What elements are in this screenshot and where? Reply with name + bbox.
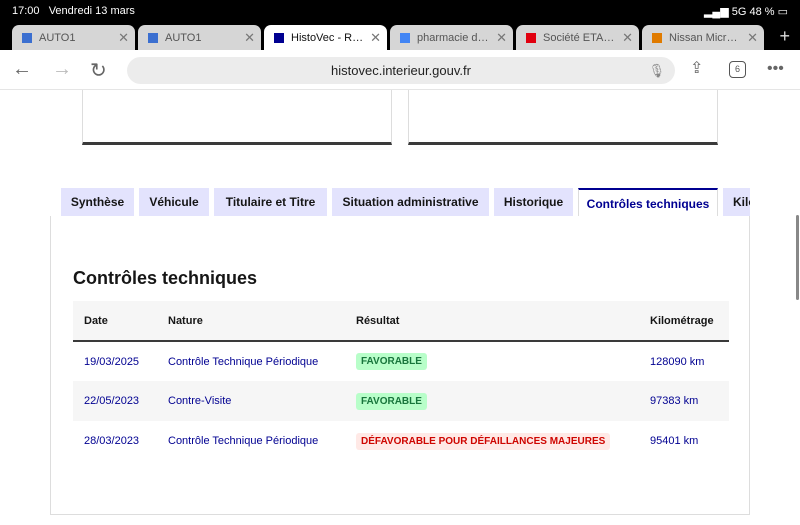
scrollbar[interactable] [796, 215, 799, 300]
col-resultat: Résultat [345, 301, 639, 342]
browser-tab-bar: AUTO1✕AUTO1✕HistoVec - Rapport✕pharmacie… [0, 22, 800, 50]
favicon-icon [274, 32, 284, 43]
browser-tab-title: Société ETABLISSEMENTS [543, 31, 618, 44]
browser-tab-title: pharmacie de toulouse [417, 31, 492, 44]
favicon-icon [526, 32, 536, 43]
status-bar: 17:00 Vendredi 13 mars ▂▄▆ 5G 48 % ▭ [0, 0, 800, 22]
row-nature: Contrôle Technique Périodique [168, 355, 319, 368]
browser-tab-title: AUTO1 [39, 31, 76, 44]
section-title: Contrôles techniques [73, 268, 258, 288]
browser-tab[interactable]: AUTO1 ✕ [12, 25, 135, 50]
browser-tab[interactable]: Société ETABLISSEMENTS ✕ [516, 25, 639, 50]
new-tab-button[interactable]: + [779, 26, 790, 46]
favicon-icon [400, 32, 410, 43]
more-icon[interactable]: ••• [767, 60, 784, 77]
row-nature: Contrôle Technique Périodique [168, 435, 319, 447]
page-tab[interactable]: Titulaire et Titre [214, 188, 327, 216]
row-date: 19/03/2025 [84, 355, 140, 368]
favicon-icon [652, 32, 662, 43]
status-indicators: ▂▄▆ 5G 48 % ▭ [703, 6, 788, 18]
browser-toolbar: ← → ↻ histovec.interieur.gouv.fr 🎙 ⇪ 6 ••… [0, 50, 800, 90]
browser-tab-title: Nissan Micra 1.0 [669, 31, 744, 44]
row-date: 28/03/2023 [84, 435, 140, 447]
info-card [82, 90, 392, 145]
table-row: 28/03/2023 Contrôle Technique Périodique… [73, 421, 729, 461]
close-tab-icon[interactable]: ✕ [118, 29, 129, 45]
page-tab[interactable]: Situation administrative [332, 188, 489, 216]
close-tab-icon[interactable]: ✕ [747, 29, 758, 45]
col-nature: Nature [157, 301, 345, 342]
forward-icon[interactable]: → [52, 58, 72, 80]
controles-panel: Contrôles techniques Date Nature Résulta… [50, 216, 750, 515]
microphone-icon[interactable]: 🎙 [648, 63, 665, 78]
controles-table: Date Nature Résultat Kilométrage 19/03/2… [73, 301, 729, 461]
browser-tab-title: AUTO1 [165, 31, 202, 44]
page-tab[interactable]: Historique [494, 188, 573, 216]
result-badge: DÉFAVORABLE POUR DÉFAILLANCES MAJEURES [356, 432, 611, 450]
share-icon[interactable]: ⇪ [690, 60, 704, 77]
page-tab[interactable]: Synthèse [61, 188, 134, 216]
table-row: 22/05/2023 Contre-Visite FAVORABLE 97383… [73, 381, 729, 421]
close-tab-icon[interactable]: ✕ [244, 29, 255, 45]
browser-tab[interactable]: pharmacie de toulouse ✕ [390, 25, 513, 50]
row-date: 22/05/2023 [73, 381, 157, 421]
row-nature: Contre-Visite [157, 381, 345, 421]
browser-tab[interactable]: HistoVec - Rapport ✕ [264, 25, 387, 50]
page-tab[interactable]: Contrôles techniques [578, 188, 718, 216]
result-badge: FAVORABLE [356, 353, 427, 370]
page-tabs: Synthèse Véhicule Titulaire et Titre Situat… [61, 188, 750, 216]
browser-tab[interactable]: Nissan Micra 1.0 ✕ [642, 25, 764, 50]
table-row: 19/03/2025 Contrôle Technique Périodique… [73, 341, 729, 381]
result-badge: FAVORABLE [356, 392, 427, 410]
close-tab-icon[interactable]: ✕ [370, 29, 381, 45]
tab-count-button[interactable]: 6 [729, 61, 746, 78]
col-kilometrage: Kilométrage [639, 301, 729, 342]
reload-icon[interactable]: ↻ [90, 60, 107, 82]
browser-tab[interactable]: AUTO1 ✕ [138, 25, 261, 50]
page-tab[interactable]: Véhicule [139, 188, 209, 216]
close-tab-icon[interactable]: ✕ [622, 29, 633, 45]
browser-tab-title: HistoVec - Rapport [291, 31, 366, 44]
col-date: Date [73, 301, 157, 342]
favicon-icon [22, 32, 32, 43]
address-bar[interactable]: histovec.interieur.gouv.fr 🎙 [127, 57, 675, 84]
status-time-date: 17:00 Vendredi 13 mars [12, 5, 135, 17]
close-tab-icon[interactable]: ✕ [496, 29, 507, 45]
row-km: 128090 km [650, 355, 705, 368]
row-km: 97383 km [639, 381, 729, 421]
row-km: 95401 km [650, 435, 699, 447]
back-icon[interactable]: ← [12, 58, 32, 80]
info-card [408, 90, 718, 145]
page-tab[interactable]: Kilométrage [723, 188, 750, 216]
favicon-icon [148, 32, 158, 43]
